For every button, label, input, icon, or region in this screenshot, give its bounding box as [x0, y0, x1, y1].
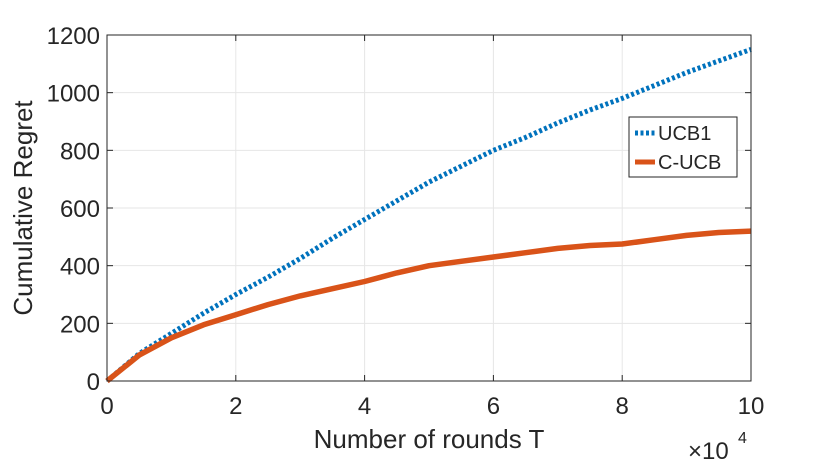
- x-tick-label: 4: [358, 393, 371, 420]
- x-axis-exponent-base: ×10: [688, 438, 729, 462]
- x-axis-exponent-power: 4: [738, 430, 747, 447]
- y-tick-label: 1200: [47, 23, 100, 50]
- legend-label-ucb1: UCB1: [658, 123, 711, 145]
- x-tick-label: 10: [738, 393, 765, 420]
- y-tick-label: 400: [60, 254, 100, 281]
- x-tick-label: 2: [229, 393, 242, 420]
- y-tick-label: 200: [60, 311, 100, 338]
- x-tick-label: 8: [616, 393, 629, 420]
- x-tick-label: 0: [100, 393, 113, 420]
- series-lines: [105, 47, 752, 384]
- x-axis-title: Number of rounds T: [314, 424, 545, 454]
- series-line-ucb1: [105, 47, 752, 383]
- axis-ticks: 0 2 4 6 8 10 0 200 400 600 800 1000 1200: [47, 23, 765, 420]
- legend-label-c-ucb: C-UCB: [658, 152, 721, 174]
- legend-box: [628, 116, 738, 178]
- series-line-c-ucb: [105, 228, 752, 384]
- y-tick-label: 600: [60, 196, 100, 223]
- y-tick-label: 0: [87, 369, 100, 396]
- legend: UCB1 C-UCB: [628, 116, 738, 178]
- y-tick-label: 1000: [47, 81, 100, 108]
- y-axis-title: Cumulative Regret: [8, 100, 38, 316]
- x-tick-label: 6: [487, 393, 500, 420]
- y-tick-label: 800: [60, 138, 100, 165]
